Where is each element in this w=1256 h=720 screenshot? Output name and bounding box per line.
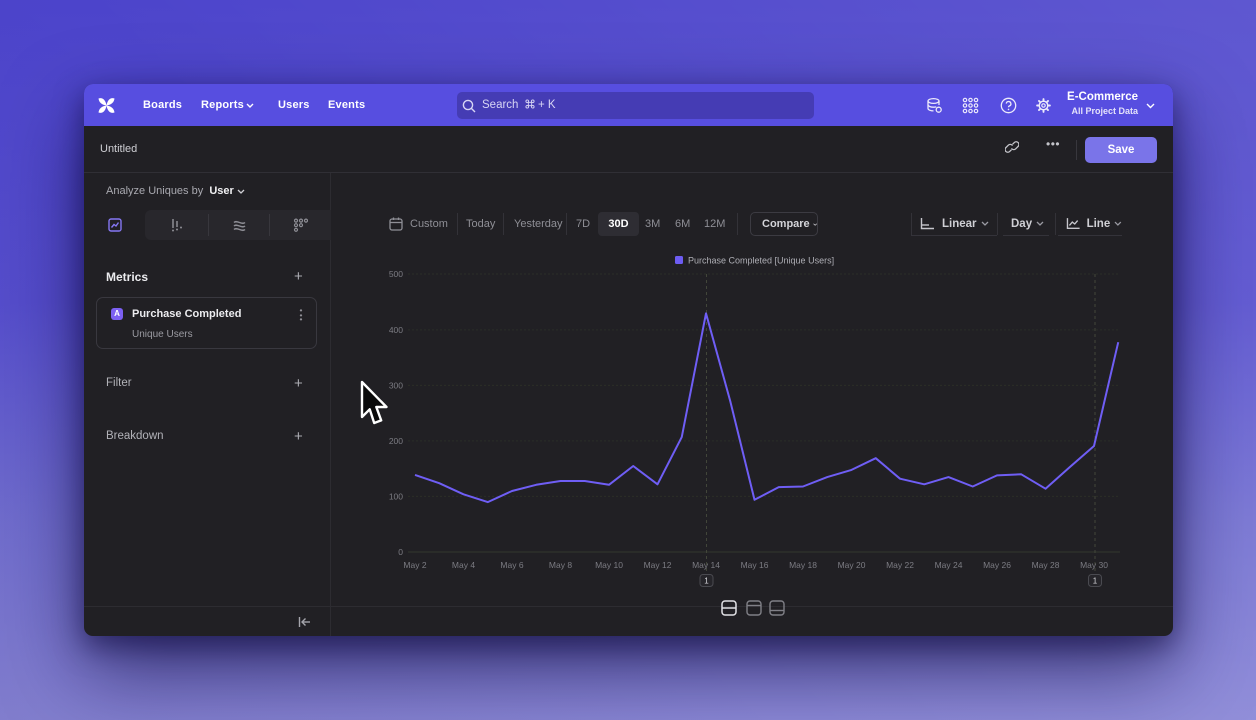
svg-text:1: 1 [704,577,709,586]
svg-text:May 12: May 12 [644,560,672,570]
svg-text:May 20: May 20 [838,560,866,570]
svg-text:May 24: May 24 [935,560,963,570]
svg-text:May 30: May 30 [1080,560,1108,570]
svg-text:400: 400 [389,325,403,335]
svg-text:May 28: May 28 [1032,560,1060,570]
svg-text:300: 300 [389,381,403,391]
svg-text:May 6: May 6 [500,560,523,570]
svg-text:500: 500 [389,269,403,279]
svg-text:May 14: May 14 [692,560,720,570]
svg-text:May 26: May 26 [983,560,1011,570]
svg-text:100: 100 [389,492,403,502]
svg-text:0: 0 [398,547,403,557]
svg-text:May 8: May 8 [549,560,572,570]
svg-text:May 18: May 18 [789,560,817,570]
svg-text:May 22: May 22 [886,560,914,570]
svg-text:May 4: May 4 [452,560,475,570]
svg-text:May 2: May 2 [403,560,426,570]
svg-text:May 16: May 16 [741,560,769,570]
svg-text:1: 1 [1093,577,1098,586]
svg-text:Purchase Completed [Unique Use: Purchase Completed [Unique Users] [688,256,834,266]
svg-text:200: 200 [389,436,403,446]
svg-text:May 10: May 10 [595,560,623,570]
